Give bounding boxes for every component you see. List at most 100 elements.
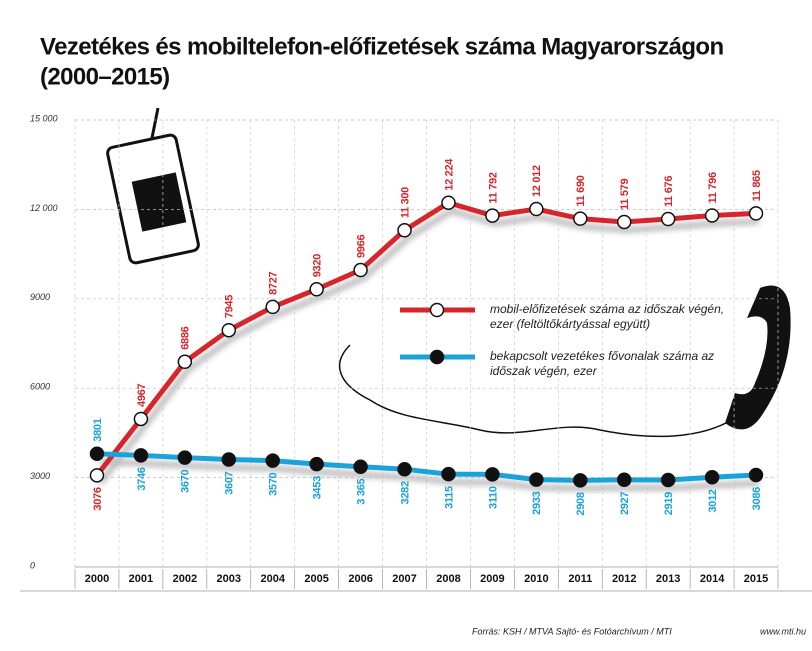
y-tick-label: 3000 <box>30 471 50 481</box>
value-label: 8727 <box>268 271 280 294</box>
point <box>397 461 412 477</box>
value-label: 9320 <box>312 254 324 277</box>
value-label: 11 865 <box>751 170 763 201</box>
x-tick-label: 2008 <box>436 573 460 585</box>
value-label: 3670 <box>180 469 192 492</box>
point <box>529 472 544 487</box>
value-label: 11 792 <box>487 172 499 203</box>
point <box>441 466 456 482</box>
value-label: 3570 <box>268 472 280 495</box>
handset-icon <box>339 285 791 438</box>
value-label: 3801 <box>92 418 104 441</box>
point <box>573 211 588 226</box>
value-label: 7945 <box>224 295 236 318</box>
point <box>529 201 544 217</box>
value-label: 3076 <box>92 487 104 510</box>
value-label: 11 690 <box>575 175 587 206</box>
y-tick-label: 6000 <box>30 382 50 392</box>
point <box>133 448 149 463</box>
legend-label: bekapcsolt vezetékes fővonalak száma az … <box>490 349 715 378</box>
point <box>397 223 412 238</box>
source: Forrás: KSH / MTVA Sajtó- és Fotóarchívu… <box>472 626 672 636</box>
value-label: 2919 <box>663 492 675 515</box>
point <box>616 214 632 230</box>
point <box>309 282 324 297</box>
point <box>616 472 632 488</box>
website: www.mti.hu <box>760 626 806 636</box>
chart-subtitle: (2000–2015) <box>40 63 170 90</box>
x-tick-label: 2010 <box>524 573 548 585</box>
point <box>309 456 324 472</box>
value-label: 2933 <box>531 491 543 514</box>
value-label: 11 300 <box>399 187 411 218</box>
x-tick-label: 2012 <box>612 573 636 585</box>
x-tick-label: 2007 <box>392 573 416 585</box>
value-label: 3607 <box>224 471 236 494</box>
x-tick-label: 2013 <box>656 573 680 585</box>
point <box>748 467 764 483</box>
x-tick-label: 2002 <box>173 573 197 585</box>
value-label: 12 012 <box>531 165 543 197</box>
x-tick-label: 2003 <box>217 573 241 585</box>
value-label: 2927 <box>619 492 631 515</box>
point <box>89 468 105 483</box>
line-shadow <box>97 207 760 486</box>
value-label: 6886 <box>180 326 192 349</box>
mobile-phone-icon <box>106 107 200 265</box>
x-tick-label: 2004 <box>260 573 285 585</box>
value-label: 12 224 <box>443 158 455 191</box>
point <box>221 322 237 338</box>
point <box>704 208 720 223</box>
value-label: 9966 <box>356 235 368 258</box>
value-label: 4967 <box>136 384 148 407</box>
x-tick-label: 2011 <box>568 573 592 585</box>
y-tick-label: 0 <box>30 560 35 570</box>
series-line <box>96 451 757 483</box>
legend-label: mobil-előfizetések száma az időszak végé… <box>490 302 725 331</box>
value-label: 11 796 <box>707 172 719 203</box>
point <box>353 262 368 278</box>
x-tick-label: 2005 <box>304 573 328 585</box>
x-tick-label: 2014 <box>700 573 725 585</box>
x-tick-label: 2009 <box>480 573 504 585</box>
value-label: 11 579 <box>619 179 631 210</box>
value-label: 2908 <box>575 492 587 515</box>
x-tick-label: 2015 <box>744 573 768 585</box>
value-label: 3282 <box>399 481 411 504</box>
point <box>441 195 456 210</box>
point <box>177 450 193 465</box>
point <box>265 299 280 315</box>
point <box>485 208 500 223</box>
point <box>133 411 149 427</box>
point <box>89 446 105 461</box>
chart-title: Vezetékes és mobiltelefon-előfizetések s… <box>40 33 724 60</box>
x-tick-label: 2000 <box>85 573 109 585</box>
point <box>177 354 193 370</box>
value-label: 11 676 <box>663 176 675 207</box>
value-label: 3012 <box>707 489 719 512</box>
point <box>265 453 280 468</box>
x-tick-label: 2001 <box>129 573 153 585</box>
point <box>660 211 676 227</box>
x-tick-label: 2006 <box>348 573 372 585</box>
value-label: 3086 <box>751 487 763 510</box>
value-label: 3453 <box>312 476 324 499</box>
value-label: 3746 <box>136 467 148 490</box>
y-tick-label: 9000 <box>30 292 50 302</box>
point <box>485 467 500 482</box>
point <box>221 452 237 467</box>
point <box>704 469 720 485</box>
legend-marker <box>429 349 445 365</box>
value-label: 3110 <box>487 486 499 509</box>
y-tick-label: 15 000 <box>30 113 58 123</box>
point <box>573 473 588 488</box>
point <box>660 472 676 488</box>
legend-marker <box>429 302 445 318</box>
y-tick-label: 12 000 <box>30 203 58 213</box>
series-line <box>94 200 757 477</box>
value-label: 3 365 <box>356 479 368 505</box>
value-label: 3115 <box>443 486 455 509</box>
point <box>353 459 368 474</box>
